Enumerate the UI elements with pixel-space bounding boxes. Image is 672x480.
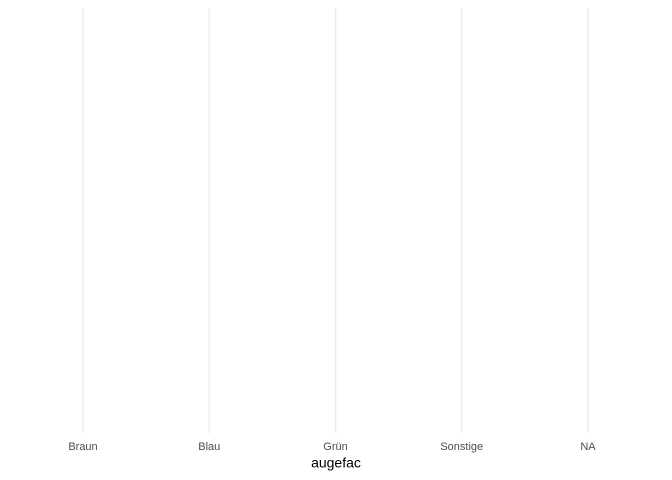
x-tick-label: Sonstige bbox=[440, 441, 483, 453]
x-tick-label: Blau bbox=[198, 441, 220, 453]
x-tick-label: NA bbox=[580, 441, 596, 453]
x-axis-title: augefac bbox=[311, 455, 361, 471]
x-tick-label: Braun bbox=[68, 441, 97, 453]
x-tick-label: Grün bbox=[323, 441, 347, 453]
